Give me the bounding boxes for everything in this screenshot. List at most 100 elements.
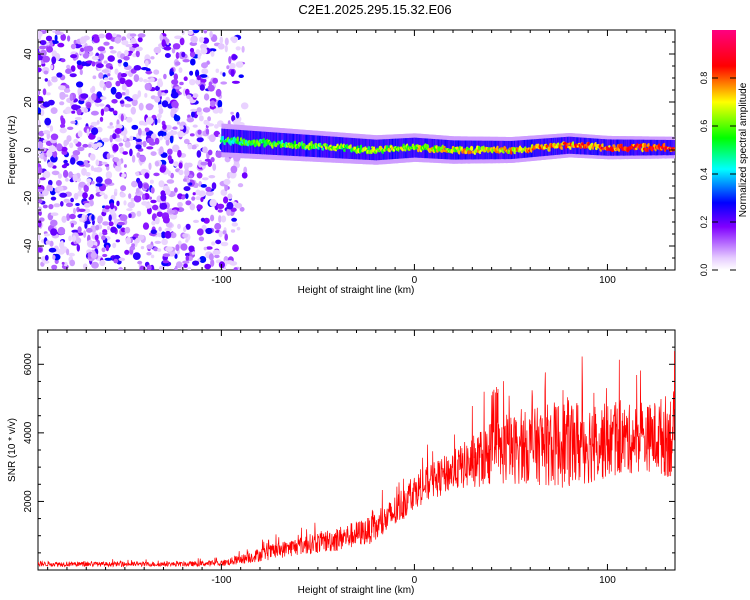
noise-blob	[146, 264, 152, 270]
noise-blob	[179, 81, 184, 86]
noise-blob	[192, 260, 200, 266]
noise-blob	[115, 124, 123, 130]
noise-blob	[115, 239, 121, 243]
noise-blob	[169, 210, 176, 214]
noise-blob	[110, 50, 117, 54]
noise-blob	[123, 134, 127, 142]
noise-blob	[207, 84, 215, 92]
noise-blob	[137, 180, 143, 189]
noise-blob	[38, 198, 43, 204]
noise-blob	[196, 75, 201, 81]
noise-blob	[210, 157, 215, 163]
noise-blob	[220, 215, 227, 223]
y-tick-label: -40	[23, 238, 34, 253]
noise-blob	[95, 183, 103, 187]
noise-blob	[195, 196, 202, 201]
noise-blob	[151, 220, 156, 226]
noise-blob	[56, 143, 63, 151]
noise-blob	[159, 33, 164, 42]
noise-blob	[107, 225, 111, 231]
snr-ylabel: SNR (10 * v/v)	[7, 418, 18, 482]
noise-blob	[203, 120, 210, 125]
noise-blob	[144, 83, 151, 91]
noise-blob	[189, 78, 196, 86]
noise-blob	[66, 64, 71, 69]
noise-blob	[191, 251, 196, 255]
noise-blob	[140, 67, 149, 71]
noise-blob	[159, 146, 164, 155]
noise-blob	[66, 248, 70, 256]
noise-blob	[228, 56, 232, 64]
noise-blob	[131, 155, 136, 163]
noise-blob	[101, 235, 106, 241]
band-body	[640, 139, 643, 156]
noise-blob	[185, 193, 189, 200]
noise-blob	[138, 120, 145, 126]
noise-blob	[138, 102, 144, 111]
noise-blob	[82, 143, 89, 148]
noise-blob	[241, 45, 245, 53]
noise-blob	[130, 38, 137, 43]
noise-blob	[215, 68, 220, 74]
band-body	[344, 137, 347, 159]
colorbar-label: Normalized spectral amplitude	[738, 82, 749, 217]
noise-blob	[182, 233, 189, 239]
noise-blob	[181, 195, 185, 200]
y-tick-label: 4000	[23, 421, 34, 444]
noise-blob	[189, 50, 196, 58]
noise-blob	[207, 149, 213, 156]
noise-blob	[76, 244, 81, 252]
y-tick-label: 2000	[23, 490, 34, 513]
noise-blob	[170, 107, 177, 115]
band-core	[560, 146, 564, 150]
noise-blob	[148, 162, 152, 170]
noise-blob	[163, 73, 167, 80]
noise-blob	[130, 106, 136, 115]
noise-blob	[72, 174, 78, 182]
noise-blob	[210, 214, 215, 222]
noise-blob	[50, 107, 58, 114]
noise-blob	[239, 206, 245, 212]
noise-blob	[61, 146, 68, 152]
noise-blob	[38, 210, 42, 216]
noise-blob	[227, 193, 233, 200]
noise-blob	[77, 146, 85, 152]
noise-blob	[205, 186, 212, 192]
band-body	[633, 139, 635, 156]
noise-blob	[54, 34, 58, 42]
noise-blob	[46, 184, 53, 192]
noise-blob	[95, 159, 100, 166]
noise-blob	[209, 198, 217, 207]
noise-blob	[106, 153, 111, 160]
noise-blob	[196, 107, 202, 113]
noise-blob	[114, 137, 123, 142]
noise-blob	[223, 178, 231, 185]
noise-blob	[183, 186, 191, 192]
noise-blob	[214, 222, 222, 231]
noise-blob	[185, 239, 189, 243]
noise-blob	[243, 166, 248, 174]
noise-blob	[139, 265, 146, 270]
band-core	[502, 151, 506, 154]
noise-blob	[60, 117, 66, 126]
noise-blob	[197, 129, 202, 135]
noise-blob	[150, 254, 155, 259]
noise-blob	[191, 30, 200, 34]
noise-blob	[66, 213, 71, 221]
noise-blob	[102, 221, 110, 226]
noise-blob	[173, 161, 179, 167]
noise-blob	[154, 137, 160, 145]
noise-blob	[50, 196, 57, 201]
noise-blob	[50, 133, 59, 141]
noise-blob	[198, 190, 206, 197]
noise-blob	[207, 116, 212, 122]
noise-blob	[50, 219, 58, 227]
noise-blob	[105, 32, 113, 40]
noise-blob	[101, 137, 110, 143]
noise-blob	[38, 107, 42, 115]
noise-blob	[192, 192, 196, 196]
noise-blob	[224, 233, 228, 241]
noise-blob	[104, 205, 111, 210]
noise-blob	[121, 173, 127, 178]
noise-blob	[140, 246, 145, 250]
